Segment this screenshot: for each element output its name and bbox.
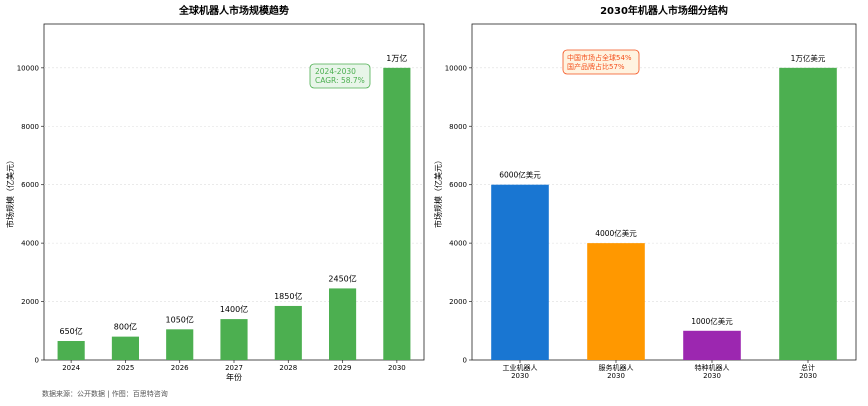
x-tick-label: 2030 xyxy=(703,372,721,380)
y-tick-label: 6000 xyxy=(21,181,39,189)
y-tick-label: 0 xyxy=(35,357,39,365)
y-tick-label: 10000 xyxy=(17,64,39,72)
data-label: 1万亿 xyxy=(386,53,407,63)
y-axis-ticks: 0 2000 4000 6000 8000 10000 xyxy=(445,64,472,365)
data-label: 1000亿美元 xyxy=(691,316,733,326)
data-label: 2450亿 xyxy=(328,273,356,283)
x-tick-label: 特种机器人 xyxy=(695,363,730,372)
annotation-line: CAGR: 58.7% xyxy=(315,76,365,85)
y-tick-label: 2000 xyxy=(21,298,39,306)
y-tick-label: 10000 xyxy=(445,64,467,72)
x-tick-label: 工业机器人 xyxy=(503,363,538,372)
bar xyxy=(166,329,194,360)
chart-panel-segments: 2030年机器人市场细分结构 市场规模（亿美元） 0 2000 4000 6000 80… xyxy=(433,4,857,380)
x-tick-label: 2025 xyxy=(117,364,135,372)
data-label: 650亿 xyxy=(60,326,83,336)
y-axis-label: 市场规模（亿美元） xyxy=(5,156,15,228)
chart-title: 2030年机器人市场细分结构 xyxy=(600,4,728,17)
data-label: 1050亿 xyxy=(166,314,194,324)
data-label: 1850亿 xyxy=(274,291,302,301)
bar xyxy=(220,319,248,360)
bars xyxy=(491,67,837,361)
y-axis-label: 市场规模（亿美元） xyxy=(433,156,443,228)
y-tick-label: 2000 xyxy=(449,298,467,306)
bar xyxy=(57,341,85,360)
x-tick-label: 2030 xyxy=(799,372,817,380)
y-tick-label: 8000 xyxy=(449,123,467,131)
data-labels: 6000亿美元 4000亿美元 1000亿美元 1万亿美元 xyxy=(499,53,826,326)
data-label: 1400亿 xyxy=(220,304,248,314)
y-tick-label: 6000 xyxy=(449,181,467,189)
data-labels: 650亿 800亿 1050亿 1400亿 1850亿 2450亿 1万亿 xyxy=(60,53,408,336)
x-tick-label: 服务机器人 xyxy=(599,363,634,372)
x-axis-label: 年份 xyxy=(226,372,242,382)
china-share-annotation: 中国市场占全球54% 国产品牌占比57% xyxy=(562,49,640,75)
bar xyxy=(329,288,357,360)
x-tick-label: 2027 xyxy=(225,364,243,372)
y-tick-label: 8000 xyxy=(21,123,39,131)
bar xyxy=(491,184,549,360)
y-axis-ticks: 0 2000 4000 6000 8000 10000 xyxy=(17,64,44,365)
bars xyxy=(57,67,411,361)
annotation-line: 国产品牌占比57% xyxy=(567,62,625,71)
annotation-box xyxy=(562,49,640,75)
grid-lines xyxy=(44,67,424,302)
data-source-footer: 数据来源：公开数据 | 作图：百思特咨询 xyxy=(42,390,168,398)
x-tick-label: 2030 xyxy=(511,372,529,380)
bar xyxy=(683,330,741,360)
y-tick-label: 0 xyxy=(463,357,467,365)
x-tick-label: 2030 xyxy=(607,372,625,380)
x-tick-label: 2024 xyxy=(62,364,80,372)
bar xyxy=(383,67,411,361)
x-tick-label: 总计 xyxy=(801,363,815,372)
x-tick-label: 2026 xyxy=(171,364,189,372)
annotation-line: 2024-2030 xyxy=(315,67,356,76)
bar xyxy=(779,67,837,361)
bar xyxy=(274,305,302,360)
x-tick-label: 2029 xyxy=(334,364,352,372)
data-label: 1万亿美元 xyxy=(791,53,826,63)
annotation-box xyxy=(309,63,371,89)
y-tick-label: 4000 xyxy=(21,240,39,248)
x-tick-label: 2028 xyxy=(279,364,297,372)
data-label: 6000亿美元 xyxy=(499,170,541,180)
chart-title: 全球机器人市场规模趋势 xyxy=(178,4,289,17)
data-label: 4000亿美元 xyxy=(595,228,637,238)
y-tick-label: 4000 xyxy=(449,240,467,248)
x-tick-label: 2030 xyxy=(388,364,406,372)
x-axis-ticks: 2024 2025 2026 2027 2028 2029 2030 xyxy=(62,360,406,372)
annotation-line: 中国市场占全球54% xyxy=(567,53,632,62)
chart-panel-trend: 全球机器人市场规模趋势 年份 市场规模（亿美元） 0 2000 4000 6000 80… xyxy=(5,4,425,382)
data-label: 800亿 xyxy=(114,322,137,332)
bar xyxy=(587,243,645,360)
cagr-annotation: 2024-2030 CAGR: 58.7% xyxy=(309,63,371,89)
bar xyxy=(111,336,139,360)
